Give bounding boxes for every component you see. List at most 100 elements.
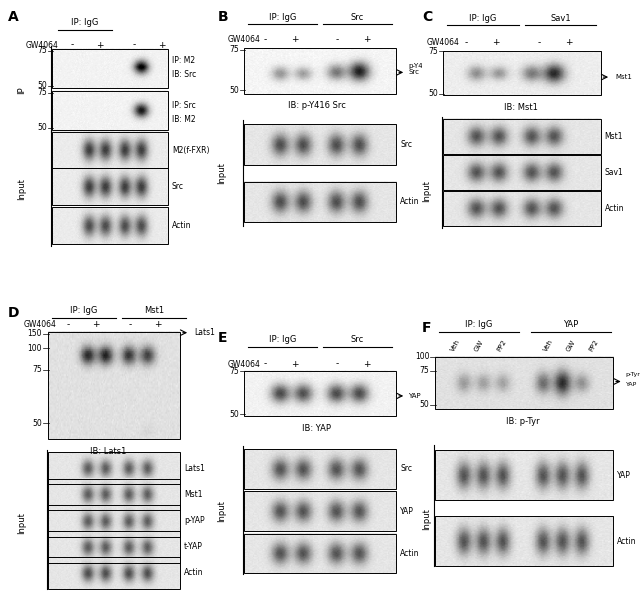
Text: +: +: [492, 38, 499, 47]
Text: YAP: YAP: [400, 507, 414, 516]
Text: YAP: YAP: [408, 393, 420, 399]
Bar: [48, 531, 180, 563]
Text: 50: 50: [428, 90, 438, 99]
Text: p-Y416: p-Y416: [408, 63, 431, 69]
Text: F: F: [422, 321, 431, 335]
Text: +: +: [158, 40, 166, 49]
Text: 50: 50: [32, 419, 42, 428]
Text: 75: 75: [428, 47, 438, 56]
Text: IP: IgG: IP: IgG: [71, 18, 99, 27]
Text: Mst1: Mst1: [604, 132, 623, 141]
Text: E: E: [218, 331, 228, 345]
Text: Veh: Veh: [450, 338, 462, 353]
Text: +: +: [565, 38, 573, 47]
Bar: [48, 505, 180, 537]
Text: 75: 75: [229, 367, 239, 376]
Text: -: -: [465, 38, 468, 47]
Text: 75: 75: [32, 365, 42, 374]
Text: +: +: [363, 35, 370, 44]
Text: Src: Src: [400, 465, 412, 474]
Text: IP: IgG: IP: IgG: [269, 13, 296, 22]
Text: 100: 100: [28, 344, 42, 353]
Bar: [52, 49, 168, 88]
Text: -: -: [538, 38, 541, 47]
Text: IB: Mst1: IB: Mst1: [504, 103, 538, 112]
Text: 100: 100: [415, 352, 429, 361]
Text: Src: Src: [408, 69, 419, 75]
Text: -: -: [335, 35, 338, 44]
Bar: [244, 124, 396, 165]
Text: 150: 150: [28, 329, 42, 338]
Text: IP: Src: IP: Src: [172, 101, 196, 110]
Text: IP: IgG: IP: IgG: [269, 335, 296, 344]
Bar: [443, 191, 601, 226]
Text: PP2: PP2: [588, 339, 600, 353]
Text: Src: Src: [351, 335, 364, 344]
Text: GW4064: GW4064: [426, 38, 459, 47]
Text: 50: 50: [229, 86, 239, 95]
Text: 75: 75: [229, 45, 239, 54]
Text: IB: p-Tyr: IB: p-Tyr: [506, 417, 540, 426]
Text: IP: IgG: IP: IgG: [469, 14, 497, 23]
Text: C: C: [422, 10, 432, 24]
Text: GW4064: GW4064: [26, 40, 59, 49]
Bar: [52, 168, 168, 204]
Text: GW4064: GW4064: [228, 35, 261, 44]
Text: IB: Lats1: IB: Lats1: [90, 447, 126, 456]
Text: IB: Src: IB: Src: [172, 70, 196, 79]
Text: +: +: [363, 359, 370, 368]
Text: GW4064: GW4064: [24, 320, 57, 329]
Text: -: -: [133, 40, 136, 49]
Text: -: -: [264, 35, 267, 44]
Text: IP: IgG: IP: IgG: [465, 320, 492, 329]
Text: B: B: [218, 10, 229, 24]
Bar: [435, 450, 613, 500]
Bar: [48, 332, 180, 439]
Text: 75: 75: [37, 46, 47, 55]
Text: Lats1: Lats1: [194, 328, 215, 337]
Text: Input: Input: [422, 508, 431, 530]
Text: IB: YAP: IB: YAP: [303, 424, 331, 433]
Text: 50: 50: [229, 410, 239, 419]
Bar: [52, 91, 168, 130]
Text: Src: Src: [172, 182, 184, 191]
Text: Actin: Actin: [400, 549, 420, 558]
Text: -: -: [67, 320, 70, 329]
Text: Actin: Actin: [172, 221, 192, 230]
Bar: [48, 453, 180, 484]
Text: Input: Input: [217, 500, 226, 522]
Text: Actin: Actin: [604, 204, 624, 213]
Text: Actin: Actin: [400, 198, 420, 207]
Bar: [244, 449, 396, 489]
Text: GW: GW: [565, 339, 577, 353]
Bar: [48, 557, 180, 589]
Bar: [435, 516, 613, 566]
Text: Input: Input: [17, 513, 26, 534]
Text: IB: p-Y416 Src: IB: p-Y416 Src: [288, 101, 346, 110]
Text: GW4064: GW4064: [228, 359, 261, 368]
Text: Input: Input: [17, 178, 26, 200]
Text: IP: IP: [17, 86, 26, 94]
Text: Mst1: Mst1: [184, 490, 203, 499]
Bar: [244, 534, 396, 573]
Text: IP: M2: IP: M2: [172, 56, 195, 65]
Text: 75: 75: [420, 366, 429, 375]
Text: Input: Input: [422, 180, 431, 201]
Text: A: A: [8, 10, 19, 24]
Text: +: +: [96, 40, 104, 49]
Text: GW: GW: [473, 339, 485, 353]
Bar: [244, 49, 396, 94]
Text: D: D: [8, 306, 19, 320]
Text: YAP: YAP: [563, 320, 579, 329]
Text: 50: 50: [420, 400, 429, 409]
Bar: [443, 155, 601, 190]
Text: +: +: [292, 359, 299, 368]
Text: p-YAP: p-YAP: [184, 516, 204, 525]
Text: Sav1: Sav1: [550, 14, 571, 23]
Bar: [48, 478, 180, 510]
Bar: [244, 492, 396, 531]
Text: Mst1: Mst1: [615, 74, 632, 80]
Text: IB: M2: IB: M2: [172, 115, 196, 124]
Text: +: +: [92, 320, 100, 329]
Text: Actin: Actin: [617, 537, 637, 546]
